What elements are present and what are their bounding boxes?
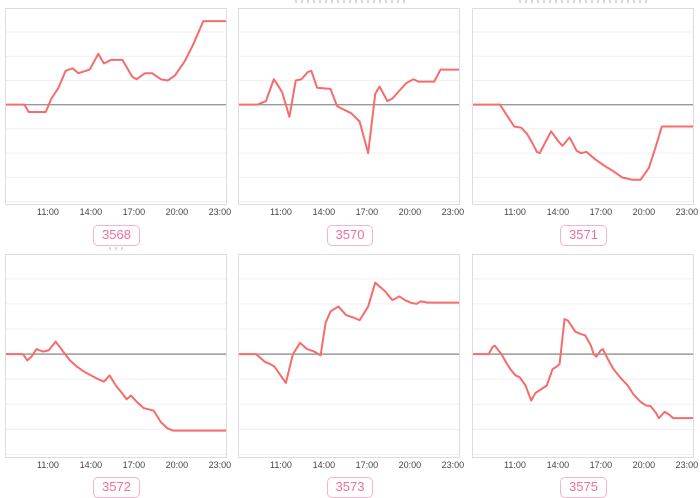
- x-tick-label: 17:00: [122, 207, 146, 217]
- x-tick-label: 17:00: [122, 460, 146, 470]
- x-tick-label: 23:00: [441, 460, 465, 470]
- badge-row: 3571: [560, 225, 607, 246]
- x-axis-labels: 11:00 14:00 17:00 20:00 23:00: [238, 458, 464, 473]
- x-tick-label: 14:00: [79, 207, 103, 217]
- x-tick-label: 20:00: [165, 460, 189, 470]
- chart-id-badge[interactable]: 3571: [560, 225, 607, 246]
- x-tick-label: 23:00: [208, 460, 232, 470]
- line-chart-svg: [473, 9, 693, 204]
- clipped-chart-title: [467, 247, 700, 254]
- x-tick-label: 17:00: [355, 460, 379, 470]
- x-axis-labels: 11:00 14:00 17:00 20:00 23:00: [5, 205, 231, 220]
- line-chart-3575[interactable]: [472, 254, 694, 458]
- x-tick-label: 11:00: [270, 207, 292, 217]
- x-tick-label: 20:00: [398, 460, 422, 470]
- line-chart-svg: [6, 9, 226, 204]
- x-tick-label: 23:00: [441, 207, 465, 217]
- clipped-chart-title: [233, 0, 467, 8]
- line-chart-3568[interactable]: [5, 8, 227, 205]
- line-chart-svg: [473, 255, 693, 457]
- x-tick-label: 20:00: [165, 207, 189, 217]
- line-chart-3573[interactable]: [238, 254, 460, 458]
- clipped-chart-title: [233, 247, 467, 254]
- x-tick-label: 20:00: [632, 460, 656, 470]
- badge-row: 3573: [326, 477, 374, 498]
- x-axis-labels: 11:00 14:00 17:00 20:00 23:00: [5, 458, 231, 473]
- badge-row: 3570: [326, 225, 374, 246]
- x-tick-label: 23:00: [208, 207, 232, 217]
- badge-row: 3572: [93, 477, 140, 498]
- chart-cell-3572: 11:00 14:00 17:00 20:00 23:00 3572: [0, 247, 233, 498]
- x-tick-label: 11:00: [37, 207, 59, 217]
- x-tick-label: 23:00: [675, 207, 699, 217]
- x-tick-label: 20:00: [632, 207, 656, 217]
- chart-id-badge[interactable]: 3573: [326, 477, 374, 498]
- chart-id-badge[interactable]: 3572: [93, 477, 140, 498]
- clipped-chart-title: [0, 0, 233, 8]
- chart-id-badge[interactable]: 3575: [560, 477, 607, 498]
- chart-id-badge[interactable]: 3570: [326, 225, 374, 246]
- x-axis-labels: 11:00 14:00 17:00 20:00 23:00: [472, 205, 698, 220]
- x-tick-label: 14:00: [79, 460, 103, 470]
- badge-row: 3568: [93, 225, 140, 246]
- chart-cell-3568: 11:00 14:00 17:00 20:00 23:00 3568: [0, 0, 233, 247]
- chart-cell-3571: 11:00 14:00 17:00 20:00 23:00 3571: [467, 0, 700, 247]
- chart-cell-3575: 11:00 14:00 17:00 20:00 23:00 3575: [467, 247, 700, 498]
- chart-cell-3573: 11:00 14:00 17:00 20:00 23:00 3573: [233, 247, 467, 498]
- line-chart-3571[interactable]: [472, 8, 694, 205]
- chart-id-badge[interactable]: 3568: [93, 225, 140, 246]
- x-tick-label: 17:00: [589, 460, 613, 470]
- x-axis-labels: 11:00 14:00 17:00 20:00 23:00: [238, 205, 464, 220]
- x-tick-label: 17:00: [355, 207, 379, 217]
- x-tick-label: 14:00: [546, 460, 570, 470]
- x-tick-label: 23:00: [675, 460, 699, 470]
- x-tick-label: 11:00: [37, 460, 59, 470]
- x-tick-label: 14:00: [546, 207, 570, 217]
- badge-row: 3575: [560, 477, 607, 498]
- line-chart-svg: [6, 255, 226, 457]
- line-chart-svg: [239, 255, 459, 457]
- x-tick-label: 11:00: [504, 207, 526, 217]
- clipped-chart-title: [467, 0, 700, 8]
- x-tick-label: 11:00: [504, 460, 526, 470]
- x-tick-label: 11:00: [270, 460, 292, 470]
- chart-cell-3570: 11:00 14:00 17:00 20:00 23:00 3570: [233, 0, 467, 247]
- x-axis-labels: 11:00 14:00 17:00 20:00 23:00: [472, 458, 698, 473]
- line-chart-svg: [239, 9, 459, 204]
- x-tick-label: 14:00: [312, 207, 336, 217]
- x-tick-label: 20:00: [398, 207, 422, 217]
- clipped-chart-title: [0, 247, 233, 254]
- line-chart-3570[interactable]: [238, 8, 460, 205]
- line-chart-3572[interactable]: [5, 254, 227, 458]
- x-tick-label: 17:00: [589, 207, 613, 217]
- x-tick-label: 14:00: [312, 460, 336, 470]
